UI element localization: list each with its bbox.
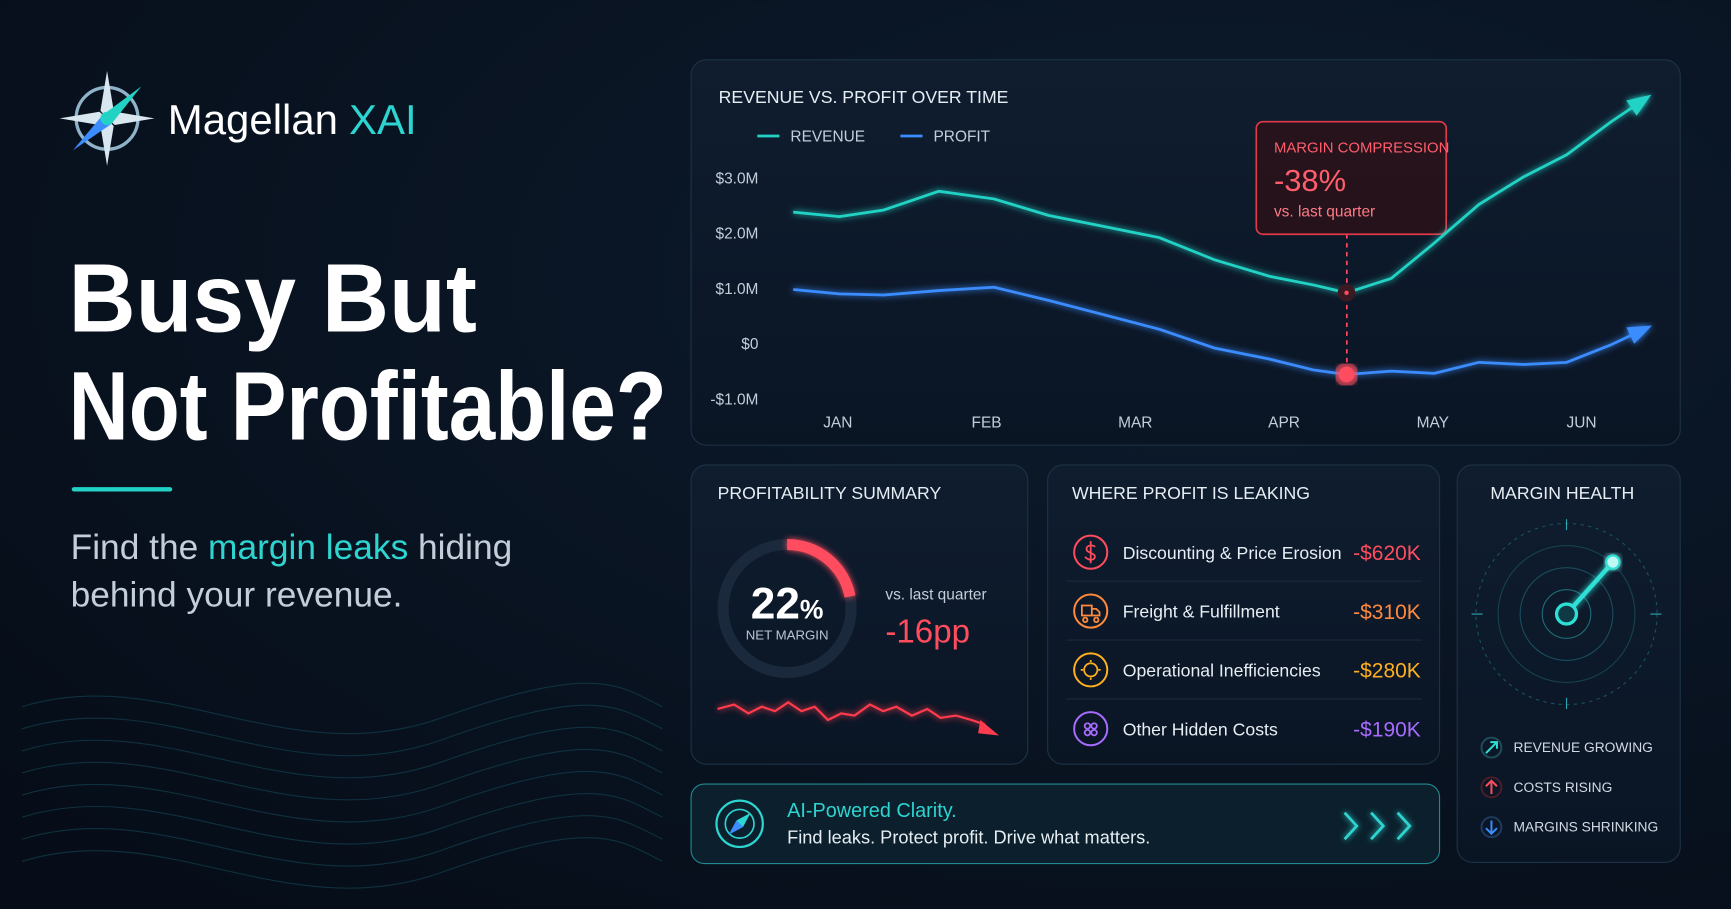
health-icons (1480, 736, 1503, 839)
panel-title: WHERE PROFIT IS LEAKING (1072, 483, 1310, 503)
legend-label: PROFIT (934, 129, 991, 146)
sparkline-arrow (978, 720, 1000, 736)
banner-title: AI-Powered Clarity. (787, 800, 957, 822)
leak-icon (1073, 711, 1109, 747)
tagline-highlight: margin leaks (208, 528, 408, 567)
banner-text: Find leaks. Protect profit. Drive what m… (787, 828, 1150, 848)
health-legend: MARGINS SHRINKING (1514, 820, 1659, 835)
net-margin-value: 22 (751, 579, 800, 628)
x-tick-label: MAY (1417, 414, 1449, 431)
leak-value: -$280K (1353, 660, 1421, 683)
net-margin-label: NET MARGIN (746, 627, 829, 642)
y-tick-label: $2.0M (716, 226, 759, 243)
leak-label: Freight & Fulfillment (1123, 602, 1280, 622)
x-tick-label: JAN (823, 414, 852, 431)
leak-glyph (1080, 604, 1101, 623)
brand-name: Magellan (168, 96, 338, 143)
brand-accent: XAI (349, 96, 417, 143)
net-margin: 22% (751, 579, 824, 628)
x-tick-label: JUN (1567, 414, 1597, 431)
leak-glyph (1084, 541, 1096, 564)
series-arrow (1626, 325, 1653, 344)
x-tick-label: MAR (1118, 414, 1152, 431)
change-value: -16pp (885, 614, 970, 651)
leak-label: Operational Inefficiencies (1123, 661, 1321, 681)
y-tick-label: $0 (741, 336, 758, 353)
tagline: Find the margin leaks hiding (71, 528, 513, 567)
series-line (793, 285, 1645, 376)
panel-title: PROFITABILITY SUMMARY (718, 483, 942, 503)
chart-panel (690, 59, 1681, 446)
logo (59, 70, 155, 166)
headline: Not Profitable? (68, 352, 666, 461)
annotation-note: vs. last quarter (1274, 204, 1375, 221)
annotation-box (1255, 120, 1448, 236)
compare-label: vs. last quarter (885, 587, 986, 604)
annotation-point (1334, 362, 1359, 387)
health-legend: COSTS RISING (1514, 780, 1613, 795)
waves (21, 682, 663, 889)
y-tick-label: -$1.0M (710, 391, 758, 408)
series-arrow (1626, 94, 1652, 116)
chevrons[interactable] (1343, 811, 1412, 841)
tagline-part: Find the (71, 528, 208, 567)
panel-title: MARGIN HEALTH (1490, 483, 1634, 503)
leak-glyph (1083, 722, 1098, 737)
summary-panel (690, 464, 1029, 765)
health-legend: REVENUE GROWING (1514, 740, 1653, 755)
y-tick-label: $1.0M (716, 281, 759, 298)
x-tick-label: APR (1268, 414, 1300, 431)
leaks-panel (1047, 464, 1441, 765)
leak-glyph (1080, 659, 1101, 680)
legend-label: REVENUE (790, 129, 865, 146)
series-line (793, 98, 1645, 295)
tagline: behind your revenue. (71, 575, 403, 614)
leak-icon (1073, 534, 1109, 570)
annotation-point (1337, 283, 1356, 302)
leak-label: Discounting & Price Erosion (1123, 543, 1342, 563)
tagline-part: hiding (408, 528, 512, 567)
annotation-title: MARGIN COMPRESSION (1274, 141, 1449, 157)
leak-list: Discounting & Price Erosion -$620K Freight… (1066, 534, 1422, 747)
net-margin-unit: % (800, 594, 824, 624)
leak-value: -$310K (1353, 601, 1421, 624)
divider (71, 487, 173, 492)
annotation-value: -38% (1274, 163, 1346, 198)
leak-icon (1073, 593, 1109, 629)
leak-value: -$620K (1353, 542, 1421, 565)
headline: Busy But (68, 243, 476, 352)
banner-icon (715, 799, 764, 849)
sparkline (717, 701, 986, 726)
leak-label: Other Hidden Costs (1123, 719, 1278, 739)
brand: Magellan XAI (168, 96, 417, 143)
gauge-arc (786, 538, 856, 598)
chart-title: REVENUE VS. PROFIT OVER TIME (719, 87, 1009, 107)
leak-icon (1073, 652, 1109, 688)
x-tick-label: FEB (972, 414, 1002, 431)
health-panel (1456, 464, 1681, 863)
y-tick-label: $3.0M (716, 170, 759, 187)
radar (1471, 519, 1662, 709)
leak-value: -$190K (1353, 718, 1421, 741)
banner (690, 783, 1441, 865)
